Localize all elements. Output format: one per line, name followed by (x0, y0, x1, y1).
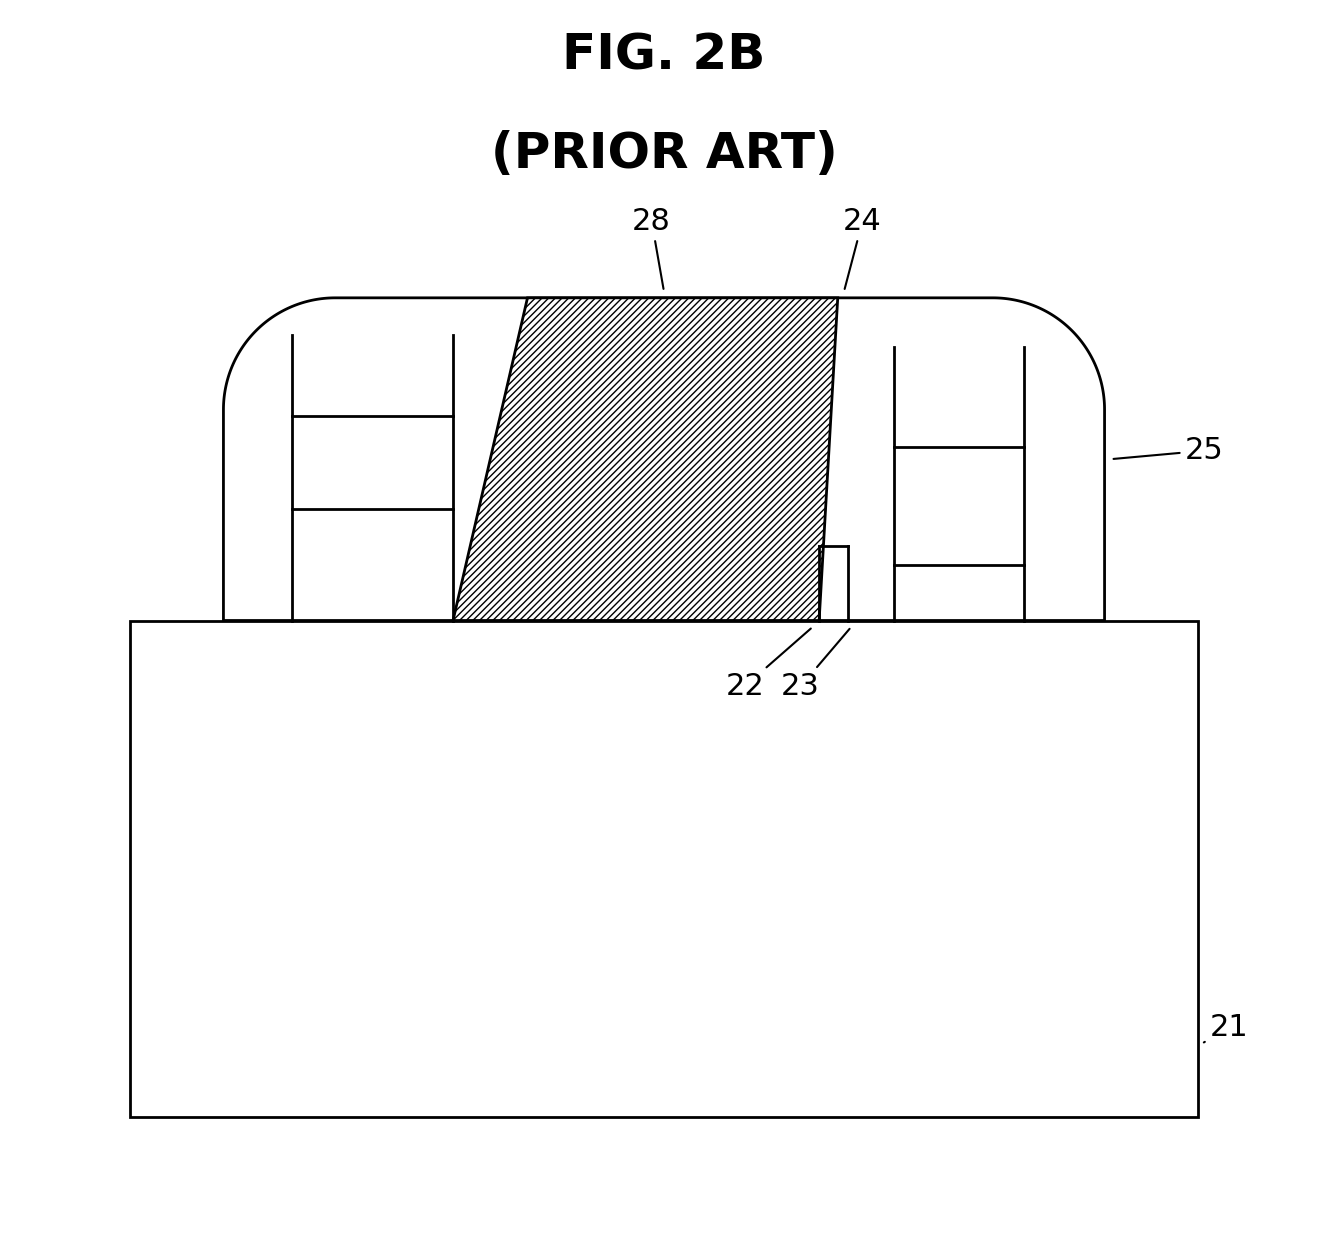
Text: FIG. 2B: FIG. 2B (562, 31, 766, 79)
Text: 25: 25 (1113, 436, 1224, 465)
Text: 22: 22 (725, 628, 811, 701)
Bar (130, 620, 1198, 1117)
Text: (PRIOR ART): (PRIOR ART) (490, 130, 838, 179)
Text: 28: 28 (632, 206, 671, 289)
Text: 24: 24 (843, 206, 882, 289)
Text: 21: 21 (1204, 1013, 1248, 1042)
Polygon shape (223, 298, 1105, 620)
Text: 23: 23 (781, 629, 850, 701)
Polygon shape (453, 298, 838, 620)
